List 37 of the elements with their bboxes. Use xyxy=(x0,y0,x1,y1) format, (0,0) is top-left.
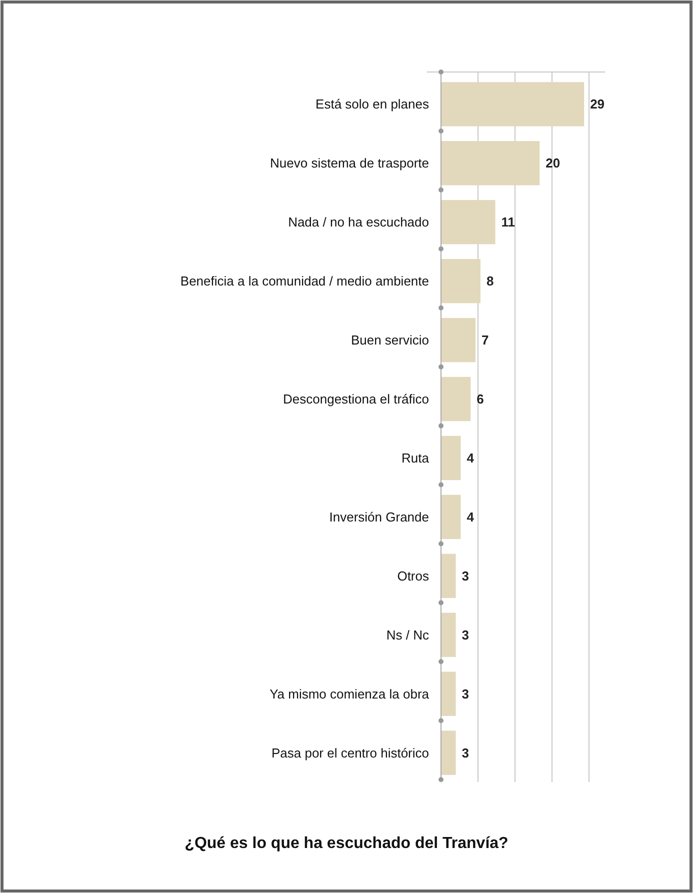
y-tick-label: Ya mismo comienza la obra xyxy=(270,686,430,702)
data-label: 3 xyxy=(462,686,470,702)
data-label: 11 xyxy=(501,214,516,230)
bar xyxy=(441,436,461,480)
bar xyxy=(441,612,456,657)
data-label: 7 xyxy=(482,332,489,348)
bar xyxy=(441,200,496,244)
y-tick-label: Ns / Nc xyxy=(386,627,430,642)
data-label: 6 xyxy=(476,392,484,407)
bar xyxy=(441,376,471,422)
data-label: 29 xyxy=(590,96,605,112)
y-tick-label: Pasa por el centro histórico xyxy=(271,745,429,760)
data-label: 4 xyxy=(466,510,475,524)
bar xyxy=(441,141,540,186)
bar xyxy=(441,672,456,716)
data-label: 3 xyxy=(462,745,470,760)
data-label: 3 xyxy=(462,568,470,584)
y-tick-label: Otros xyxy=(397,568,430,584)
bar xyxy=(441,258,480,304)
bar xyxy=(441,82,584,126)
data-label: 4 xyxy=(466,450,475,466)
y-tick-label: Nuevo sistema de trasporte xyxy=(270,156,429,171)
y-tick-label: Beneficia a la comunidad / medio ambiente xyxy=(180,274,429,289)
bar xyxy=(441,730,456,775)
bar xyxy=(441,494,461,540)
y-tick-label: Descongestiona el tráfico xyxy=(283,392,429,407)
y-tick-label: Inversión Grande xyxy=(329,510,429,524)
y-tick-label: Ruta xyxy=(402,450,430,466)
data-label: 8 xyxy=(486,274,494,289)
bar xyxy=(441,318,476,362)
y-tick-label: Buen servicio xyxy=(350,332,429,348)
y-tick-label: Nada / no ha escuchado xyxy=(288,214,429,230)
text: ¿Qué es lo que ha escuchado del Tranvía? xyxy=(184,835,508,852)
bar xyxy=(441,554,456,598)
data-label: 20 xyxy=(546,156,560,171)
data-label: 3 xyxy=(462,627,470,642)
y-tick-label: Está solo en planes xyxy=(316,96,430,112)
